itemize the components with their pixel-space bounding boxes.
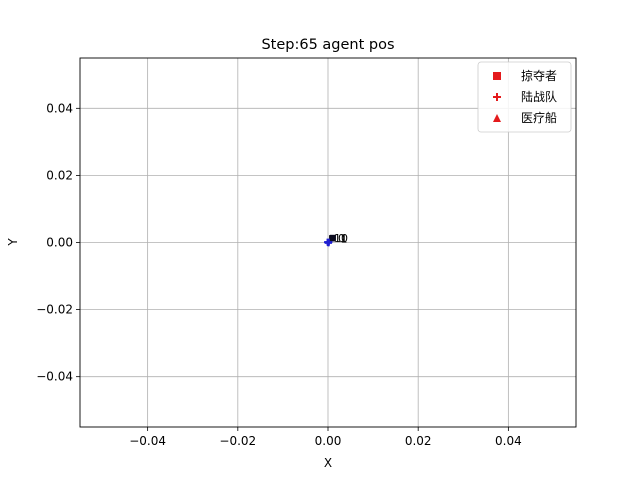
y-tick-label: 0.02 xyxy=(46,168,73,182)
legend-label: 掠夺者 xyxy=(521,68,557,83)
data-point-plus xyxy=(324,239,332,247)
y-tick-label: 0.04 xyxy=(46,101,73,115)
x-tick-label: 0.00 xyxy=(315,434,342,448)
x-tick-label: −0.02 xyxy=(219,434,256,448)
x-axis-ticks: −0.04 −0.02 0.00 0.02 0.04 xyxy=(129,427,522,448)
data-point-square xyxy=(329,235,336,242)
legend-marker-square xyxy=(493,72,501,80)
y-tick-label: −0.02 xyxy=(36,303,73,317)
legend-label: 医疗船 xyxy=(521,111,557,125)
y-tick-label: 0.00 xyxy=(46,236,73,250)
point-label: 0 xyxy=(338,232,345,245)
x-tick-label: 0.02 xyxy=(405,434,432,448)
y-tick-label: −0.04 xyxy=(36,370,73,384)
point-label: 1 xyxy=(341,232,348,245)
x-tick-label: −0.04 xyxy=(129,434,166,448)
legend-marker-plus xyxy=(493,93,501,101)
point-label: 10 xyxy=(334,232,348,245)
legend-label: 陆战队 xyxy=(521,89,557,104)
x-axis-label: X xyxy=(324,456,332,470)
legend-marker-triangle xyxy=(493,114,501,122)
chart-title: Step:65 agent pos xyxy=(261,37,394,53)
x-tick-label: 0.04 xyxy=(495,434,522,448)
y-axis-label: Y xyxy=(6,238,20,247)
legend-box xyxy=(477,61,572,133)
y-axis-ticks: −0.04 −0.02 0.00 0.02 0.04 xyxy=(36,101,80,384)
